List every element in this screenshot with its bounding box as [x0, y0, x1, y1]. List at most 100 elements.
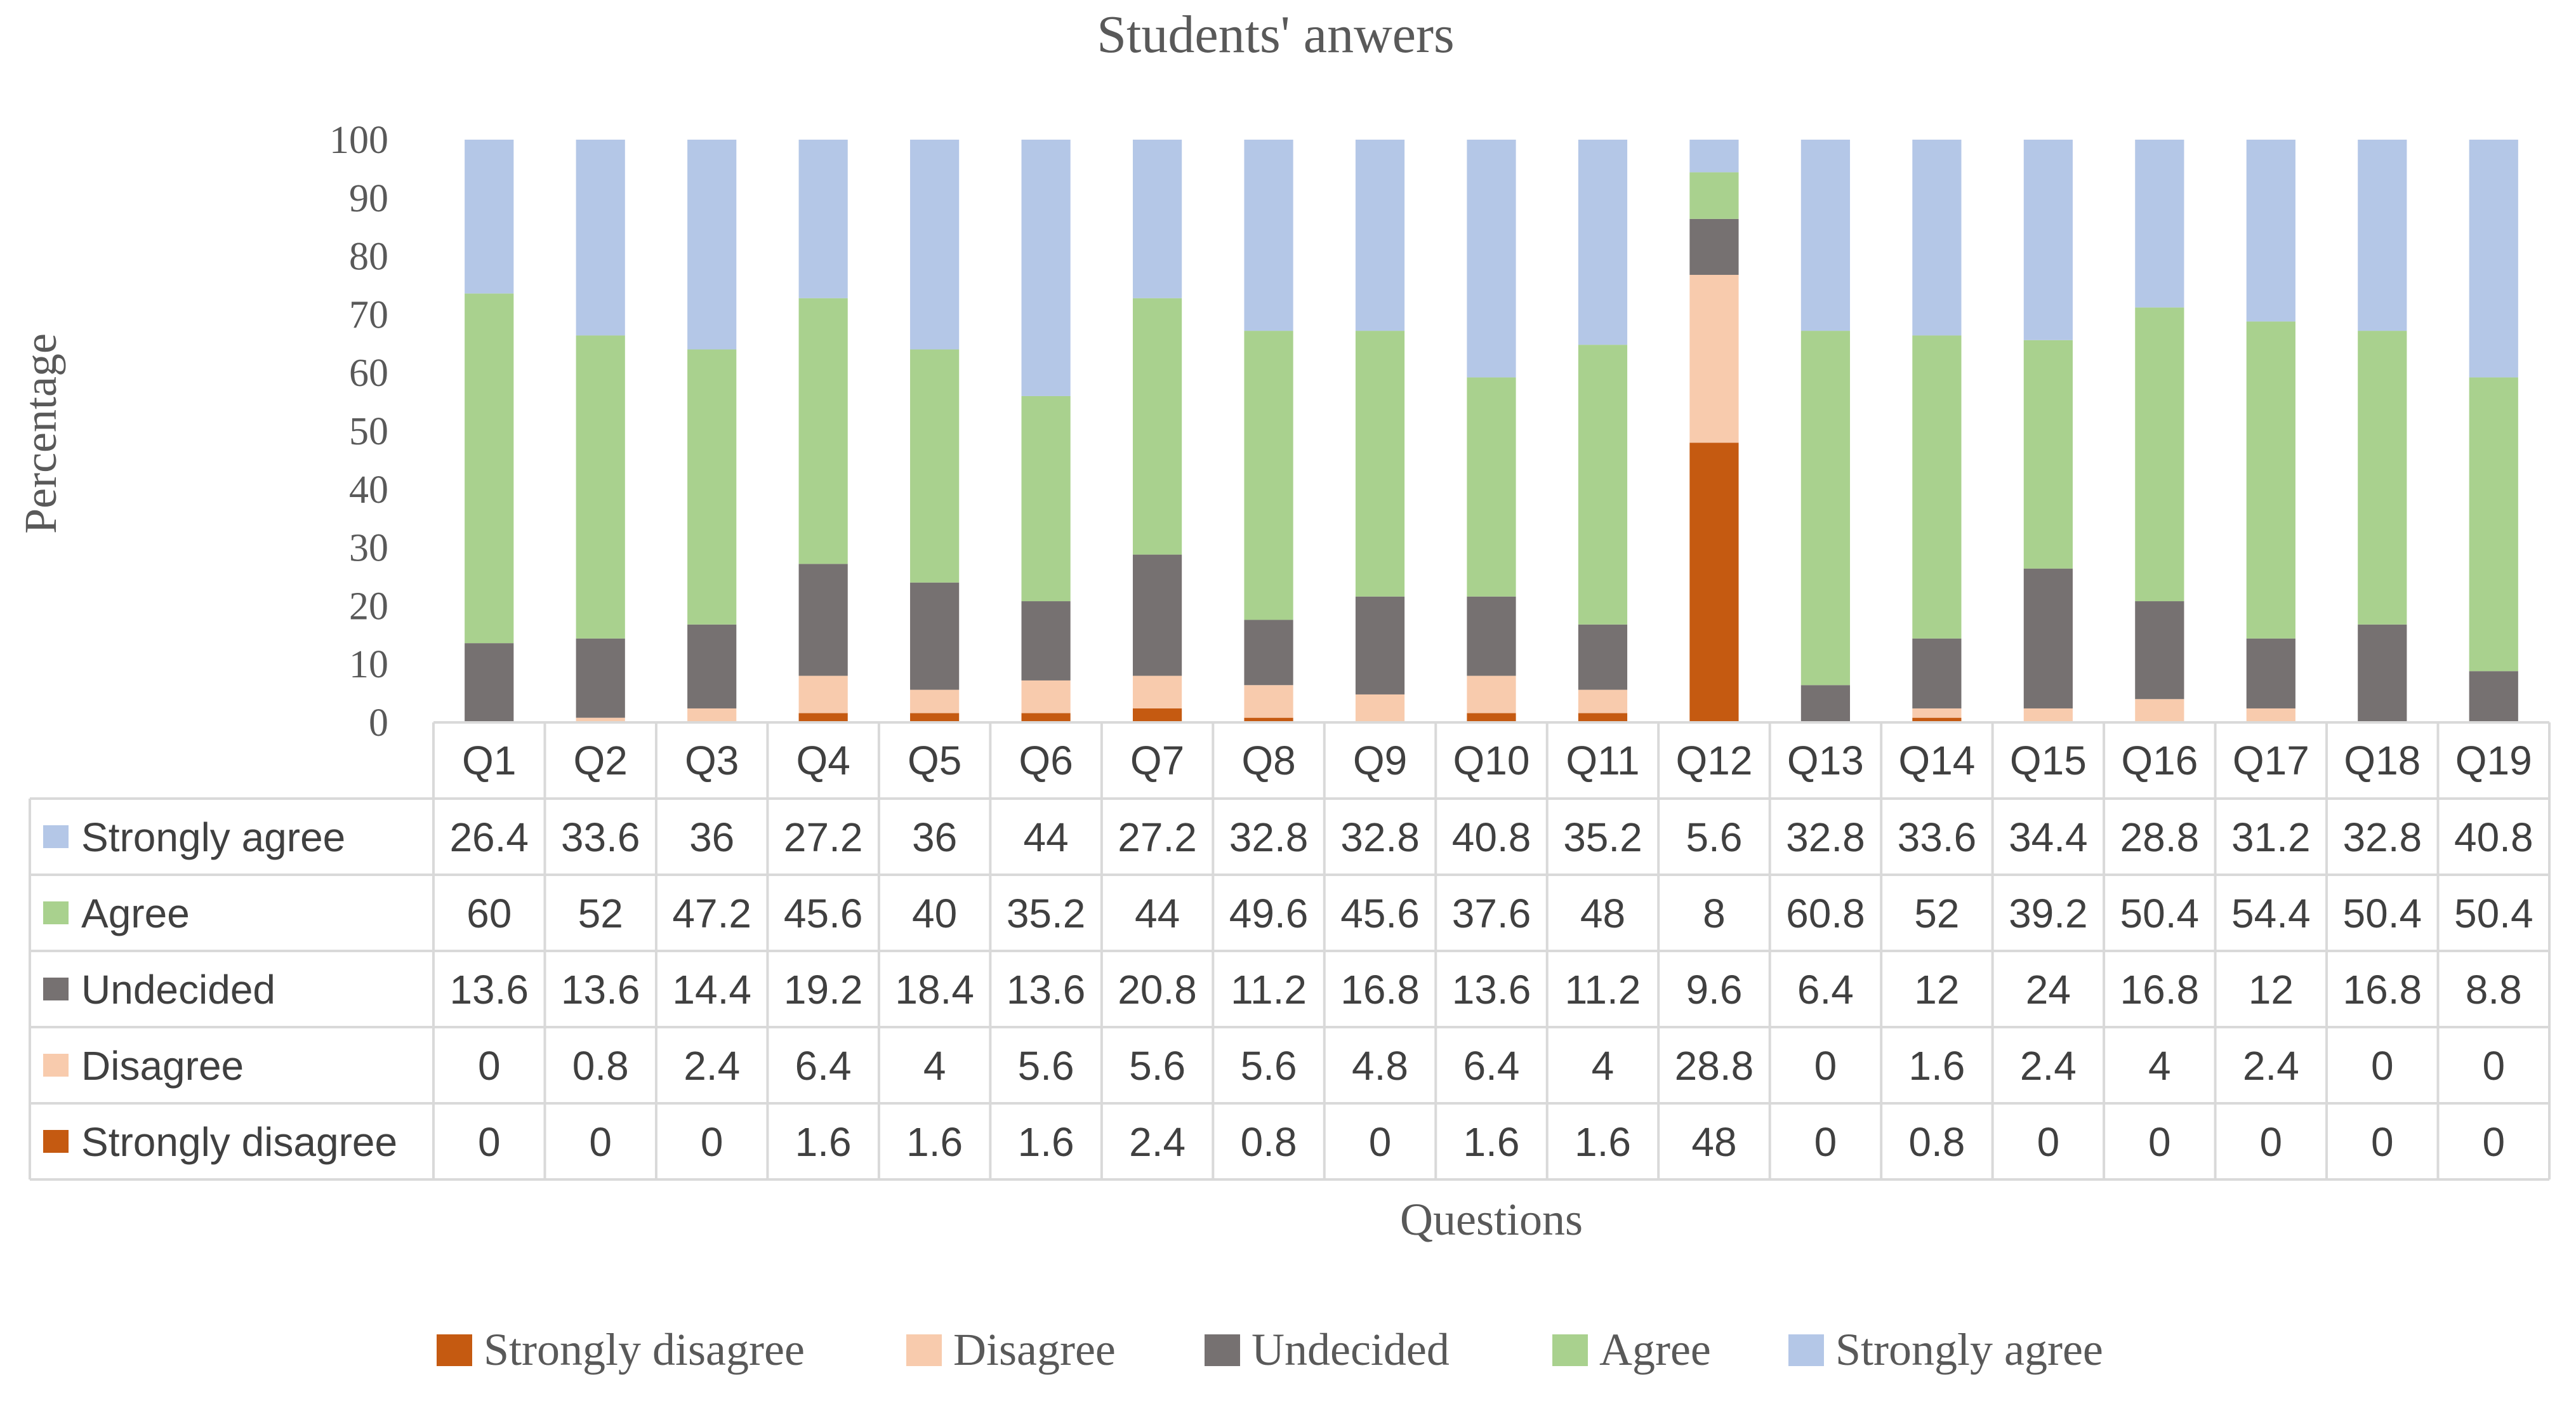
bar-strongly-agree-q19	[2469, 140, 2518, 378]
table-cell: 1.6	[1908, 1043, 1965, 1089]
table-cell: 31.2	[2231, 814, 2311, 860]
legend-swatch-agree	[1552, 1334, 1588, 1366]
bar-undecided-q7	[1132, 554, 1182, 676]
bar-disagree-q3	[687, 708, 737, 722]
table-header-cell: Q12	[1675, 738, 1752, 783]
table-cell: 19.2	[784, 967, 863, 1013]
table-cell: 0	[2037, 1119, 2060, 1165]
bar-strongly-agree-q15	[2023, 140, 2073, 340]
table-cell: 35.2	[1563, 814, 1642, 860]
bar-agree-q13	[1800, 331, 1851, 686]
legend-swatch-strongly-disagree	[437, 1334, 472, 1366]
bar-strongly-agree-q17	[2246, 140, 2295, 322]
bar-strongly-disagree-q11	[1578, 713, 1628, 722]
table-cell: 44	[1024, 814, 1069, 860]
bar-strongly-agree-q12	[1689, 140, 1739, 173]
table-cell: 12	[1914, 967, 1959, 1013]
bar-undecided-q9	[1355, 596, 1405, 694]
table-header-cell: Q6	[1019, 738, 1073, 783]
table-cell: 0	[2371, 1119, 2394, 1165]
table-row-key-agree	[43, 901, 69, 924]
bar-strongly-disagree-q6	[1021, 713, 1071, 722]
bar-agree-q18	[2358, 331, 2407, 625]
bar-strongly-disagree-q12	[1689, 442, 1739, 722]
bar-disagree-q6	[1021, 680, 1071, 714]
table-cell: 40	[912, 891, 957, 936]
table-cell: 52	[578, 891, 623, 936]
table-cell: 40.8	[1452, 814, 1531, 860]
table-cell: 4	[1592, 1043, 1615, 1089]
bar-strongly-agree-q6	[1021, 140, 1071, 396]
legend-label: Undecided	[1252, 1324, 1450, 1375]
table-cell: 5.6	[1018, 1043, 1074, 1089]
bar-undecided-q18	[2358, 624, 2407, 722]
bar-stacks	[465, 140, 2518, 722]
table-cell: 16.8	[2120, 967, 2200, 1013]
table-cell: 40.8	[2454, 814, 2533, 860]
table-cell: 0	[1369, 1119, 1392, 1165]
chart-title: Students' anwers	[1097, 5, 1454, 64]
table-cell: 27.2	[1118, 814, 1197, 860]
table-cell: 45.6	[784, 891, 863, 936]
bar-agree-q10	[1467, 377, 1516, 597]
table-header-cell: Q10	[1453, 738, 1530, 783]
bar-disagree-q15	[2023, 708, 2073, 722]
bar-strongly-disagree-q8	[1244, 717, 1293, 722]
table-cell: 0	[2482, 1043, 2505, 1089]
data-table: Q1 Q2 Q3 Q4 Q5 Q6 Q7 Q8 Q9 Q10 Q11 Q12 Q13 Q14 Q15 Q16 Q…	[29, 721, 2551, 1181]
table-cell: 44	[1135, 891, 1180, 936]
x-axis-title: Questions	[1400, 1194, 1583, 1245]
legend: Strongly disagree Disagree Undecided Agree S…	[437, 1324, 2103, 1375]
bar-strongly-agree-q9	[1355, 140, 1405, 331]
table-cell: 8	[1703, 891, 1726, 936]
table-header-cell: Q2	[574, 738, 628, 783]
legend-label: Strongly disagree	[484, 1324, 805, 1375]
table-cell: 0	[1814, 1119, 1837, 1165]
table-cell: 1.6	[1575, 1119, 1631, 1165]
y-tick-label: 20	[349, 585, 388, 628]
bar-undecided-q16	[2135, 601, 2184, 700]
table-cell: 0	[2148, 1119, 2171, 1165]
y-tick-label: 90	[349, 177, 388, 220]
bar-undecided-q2	[576, 638, 625, 718]
bar-disagree-q14	[1912, 708, 1962, 718]
legend-label: Disagree	[953, 1324, 1116, 1375]
table-cell: 1.6	[1018, 1119, 1074, 1165]
table-header-cell: Q19	[2455, 738, 2532, 783]
y-tick-label: 70	[349, 293, 388, 336]
table-header-cell: Q7	[1130, 738, 1184, 783]
table-cell: 48	[1691, 1119, 1736, 1165]
table-cell: 13.6	[449, 967, 529, 1013]
legend-swatch-strongly-agree	[1788, 1334, 1824, 1366]
table-header-cell: Q14	[1898, 738, 1975, 783]
table-cell: 2.4	[1129, 1119, 1186, 1165]
table-cell: 13.6	[1007, 967, 1086, 1013]
bar-strongly-disagree-q5	[910, 713, 960, 722]
table-cell: 4	[923, 1043, 946, 1089]
bar-strongly-agree-q11	[1578, 140, 1628, 345]
bar-strongly-disagree-q7	[1132, 708, 1182, 722]
table-header-cell: Q4	[796, 738, 850, 783]
table-header-cell: Q11	[1566, 738, 1639, 783]
bar-disagree-q4	[798, 675, 848, 714]
table-cell: 1.6	[1463, 1119, 1520, 1165]
table-cell: 33.6	[1898, 814, 1977, 860]
bar-undecided-q17	[2246, 638, 2295, 708]
bar-strongly-agree-q7	[1132, 140, 1182, 298]
table-row-label: Disagree	[81, 1043, 244, 1089]
y-tick-label: 80	[349, 236, 388, 279]
table-row-label: Strongly disagree	[81, 1119, 397, 1165]
legend-label: Strongly agree	[1835, 1324, 2103, 1375]
table-cell: 45.6	[1340, 891, 1420, 936]
table-cell: 11.2	[1231, 967, 1307, 1013]
table-header-cell: Q9	[1353, 738, 1407, 783]
bar-undecided-q8	[1244, 620, 1293, 686]
table-row-label: Undecided	[81, 967, 275, 1013]
table-row-key-disagree	[43, 1054, 69, 1077]
table-cell: 0	[2371, 1043, 2394, 1089]
table-header-cell: Q1	[462, 738, 516, 783]
bar-agree-q5	[910, 349, 960, 583]
table-cell: 16.8	[2343, 967, 2422, 1013]
bar-undecided-q1	[465, 643, 514, 722]
legend-swatch-undecided	[1205, 1334, 1240, 1366]
